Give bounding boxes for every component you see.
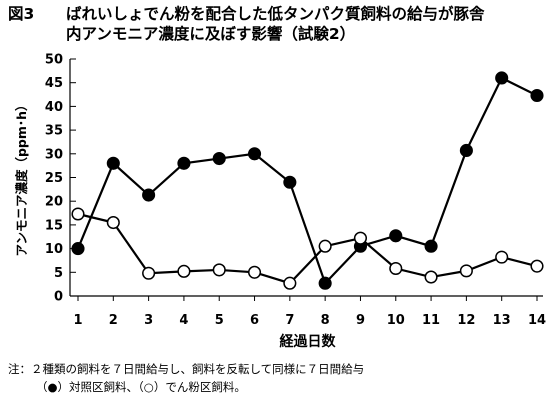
x-tick-label: 10 [387,313,405,328]
open-marker-series-2 [495,250,509,264]
x-tick-label: 13 [493,313,511,328]
x-axis-label: 経過日数 [280,333,337,350]
y-tick-label: 35 [45,124,63,139]
y-tick-label: 50 [45,53,63,68]
open-marker-series-2 [318,239,332,253]
x-tick-label: 7 [285,313,294,328]
title-line-2: 内アンモニア濃度に及ぼす影響（試験2） [66,25,356,43]
y-tick-label: 30 [45,147,63,162]
filled-marker-series-1 [389,229,403,243]
filled-marker-series-1 [318,276,332,290]
figure-note: 注：２種類の飼料を７日間給与し、飼料を反転して同様に７日間給与 （●）対照区飼料… [8,360,364,396]
filled-marker-series-1 [459,143,473,158]
note-line-1: 注：２種類の飼料を７日間給与し、飼料を反転して同様に７日間給与 [8,362,365,376]
y-axis-label: アンモニア濃度（ppm･h） [14,98,29,256]
filled-marker-series-1 [212,151,226,166]
open-marker-series-2 [71,207,85,221]
open-marker-series-2 [459,264,473,278]
title-line-1: ばれいしょでん粉を配合した低タンパク質飼料の給与が豚舎 [66,5,485,23]
open-marker-series-2 [389,261,403,276]
filled-marker-series-1 [283,175,297,189]
filled-marker-series-1 [142,188,156,202]
filled-marker-series-1 [177,156,191,170]
x-tick-label: 14 [528,313,546,328]
y-tick-label: 0 [54,290,63,305]
y-tick-label: 15 [45,218,63,233]
filled-marker-series-1 [247,147,262,161]
open-marker-series-2 [424,270,438,284]
filled-marker-series-1 [106,156,120,170]
x-tick-label: 8 [321,313,330,328]
x-tick-label: 11 [422,313,440,328]
y-tick-label: 45 [45,76,63,91]
filled-marker-series-1 [530,88,544,103]
series-line-1 [76,76,538,286]
x-tick-label: 3 [144,313,153,328]
open-marker-series-2 [283,276,297,290]
y-tick-label: 10 [45,242,63,257]
filled-marker-series-1 [71,242,85,256]
y-tick-label: 20 [45,195,63,210]
x-tick-label: 4 [179,313,188,328]
open-marker-series-2 [353,231,368,245]
open-marker-series-2 [530,259,544,273]
x-tick-label: 5 [215,313,224,328]
x-tick-label: 9 [356,313,365,328]
y-tick-label: 40 [45,100,63,115]
open-marker-series-2 [212,263,226,277]
open-marker-series-2 [142,266,156,280]
x-tick-label: 2 [109,313,118,328]
x-tick-label: 12 [457,313,475,328]
note-line-2: （●）対照区飼料、（○）でん粉区飼料。 [36,380,246,394]
filled-marker-series-1 [424,239,438,253]
x-tick-label: 1 [73,313,82,328]
y-tick-label: 5 [54,266,63,281]
y-tick-label: 25 [45,171,63,186]
figure-number: 図3 [8,5,35,23]
open-marker-series-2 [106,215,120,230]
figure-title: 図3 ばれいしょでん粉を配合した低タンパク質飼料の給与が豚舎 内アンモニア濃度に及… [8,4,553,44]
open-marker-series-2 [177,264,191,278]
open-marker-series-2 [247,265,262,279]
x-tick-label: 6 [250,313,259,328]
filled-marker-series-1 [495,71,509,85]
